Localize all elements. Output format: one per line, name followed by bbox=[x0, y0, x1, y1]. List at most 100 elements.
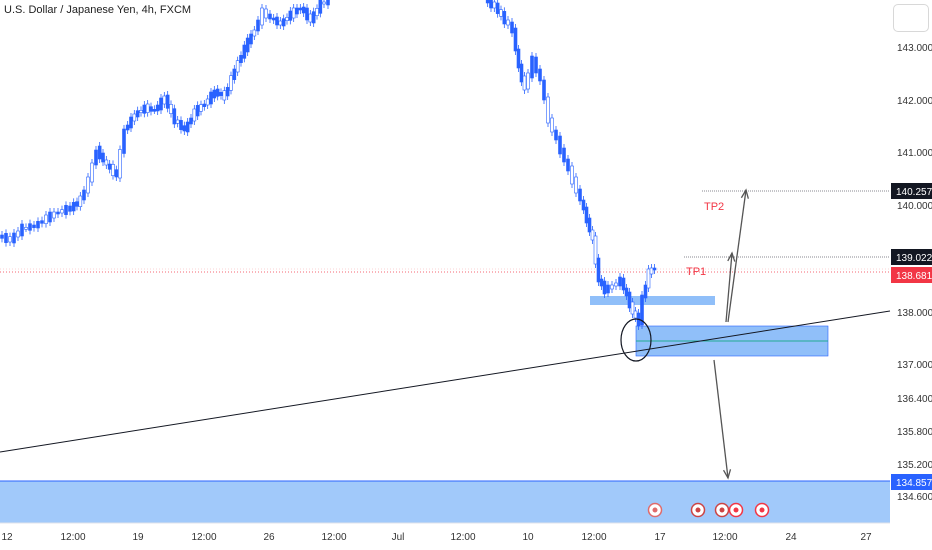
early-candle bbox=[48, 211, 52, 223]
early-candle bbox=[256, 19, 260, 32]
early-candle bbox=[75, 201, 79, 207]
y-tick-label: 138.000 bbox=[897, 308, 932, 319]
late-candle bbox=[522, 75, 527, 91]
x-tick-label: 12:00 bbox=[191, 532, 216, 543]
early-candle bbox=[97, 145, 102, 160]
early-candle bbox=[189, 117, 193, 125]
early-candle bbox=[235, 60, 240, 73]
down-arrow bbox=[713, 359, 729, 479]
late-candle bbox=[542, 79, 546, 101]
early-candle bbox=[36, 221, 40, 229]
price-badge bbox=[891, 183, 932, 199]
early-candle bbox=[199, 104, 203, 112]
early-candle bbox=[28, 223, 32, 231]
early-candle bbox=[264, 8, 268, 19]
late-candle bbox=[550, 117, 554, 133]
y-tick-label: 135.800 bbox=[897, 427, 932, 438]
x-tick-label: 12:00 bbox=[450, 532, 475, 543]
price-badge bbox=[891, 267, 932, 283]
early-candle bbox=[0, 234, 4, 239]
tp2-label: TP2 bbox=[704, 201, 724, 213]
early-candle bbox=[60, 209, 64, 214]
early-candle bbox=[326, 0, 330, 6]
late-candle bbox=[630, 301, 635, 315]
early-candle bbox=[111, 164, 115, 176]
early-candle bbox=[305, 7, 309, 21]
late-candle bbox=[562, 147, 566, 163]
early-candle bbox=[122, 128, 126, 154]
early-candle bbox=[315, 8, 319, 16]
early-candle bbox=[219, 92, 223, 96]
y-tick-label: 134.600 bbox=[897, 492, 932, 503]
early-candle bbox=[40, 220, 44, 224]
late-candle bbox=[519, 63, 524, 83]
chart-settings-button[interactable] bbox=[893, 4, 929, 32]
early-candle bbox=[179, 120, 183, 130]
late-candle bbox=[499, 9, 503, 17]
late-candle bbox=[554, 129, 558, 141]
early-candle bbox=[12, 232, 16, 244]
y-tick-label: 140.000 bbox=[897, 201, 932, 212]
late-candle bbox=[510, 21, 514, 34]
early-candle bbox=[129, 116, 133, 129]
y-tick-label: 135.200 bbox=[897, 460, 932, 471]
early-candle bbox=[239, 55, 243, 63]
price-badge bbox=[891, 474, 932, 490]
late-candle bbox=[652, 267, 657, 271]
event-icon-dot bbox=[695, 507, 701, 513]
x-tick-label: 12:00 bbox=[712, 532, 737, 543]
early-candle bbox=[64, 205, 68, 215]
late-candle bbox=[618, 276, 622, 287]
x-tick-label: Jul bbox=[392, 532, 405, 543]
y-tick-label: 141.000 bbox=[897, 148, 932, 159]
late-candle bbox=[602, 280, 607, 295]
early-candle bbox=[225, 87, 230, 97]
early-candle bbox=[192, 108, 197, 122]
x-tick-label: 24 bbox=[785, 532, 797, 543]
late-candle bbox=[640, 294, 644, 326]
x-tick-label: 27 bbox=[860, 532, 872, 543]
late-candle bbox=[566, 158, 570, 172]
price-badge-label: 138.681 bbox=[896, 271, 932, 282]
late-candle bbox=[614, 282, 618, 287]
early-candle bbox=[318, 0, 323, 14]
price-badge-label: 134.857 bbox=[896, 478, 932, 489]
late-candle bbox=[584, 206, 589, 224]
late-candle bbox=[538, 68, 542, 82]
early-candle bbox=[16, 230, 20, 238]
early-candle bbox=[301, 6, 306, 14]
late-candle bbox=[574, 176, 578, 194]
early-candle bbox=[252, 29, 257, 37]
early-candle bbox=[308, 13, 313, 23]
tp2-arrow-head bbox=[740, 188, 749, 199]
price-badge-label: 140.257 bbox=[896, 187, 932, 198]
early-candle bbox=[278, 20, 283, 26]
early-candle bbox=[169, 104, 173, 114]
y-tick-label: 142.000 bbox=[897, 96, 932, 107]
late-candle bbox=[590, 229, 595, 241]
late-candle bbox=[526, 72, 530, 90]
tp2-arrow bbox=[727, 189, 747, 323]
event-icon-dot bbox=[652, 507, 658, 513]
x-tick-label: 12:00 bbox=[60, 532, 85, 543]
late-candle bbox=[581, 199, 586, 211]
late-candle bbox=[489, 0, 493, 9]
y-tick-label: 143.000 bbox=[897, 43, 932, 54]
early-candle bbox=[142, 104, 147, 114]
early-candle bbox=[295, 7, 299, 15]
tp1-label: TP1 bbox=[686, 266, 706, 278]
late-candle bbox=[513, 27, 518, 52]
tp1-arrow-head bbox=[727, 251, 736, 262]
late-candle bbox=[506, 19, 510, 26]
late-candle bbox=[558, 135, 562, 155]
early-candle bbox=[209, 91, 213, 105]
late-candle bbox=[627, 291, 632, 309]
early-candle bbox=[20, 223, 24, 237]
late-candle bbox=[570, 165, 574, 185]
early-candle bbox=[44, 214, 48, 224]
early-candle bbox=[139, 110, 143, 113]
early-candle bbox=[165, 94, 170, 109]
early-candle bbox=[229, 75, 233, 91]
early-candle bbox=[104, 159, 109, 166]
